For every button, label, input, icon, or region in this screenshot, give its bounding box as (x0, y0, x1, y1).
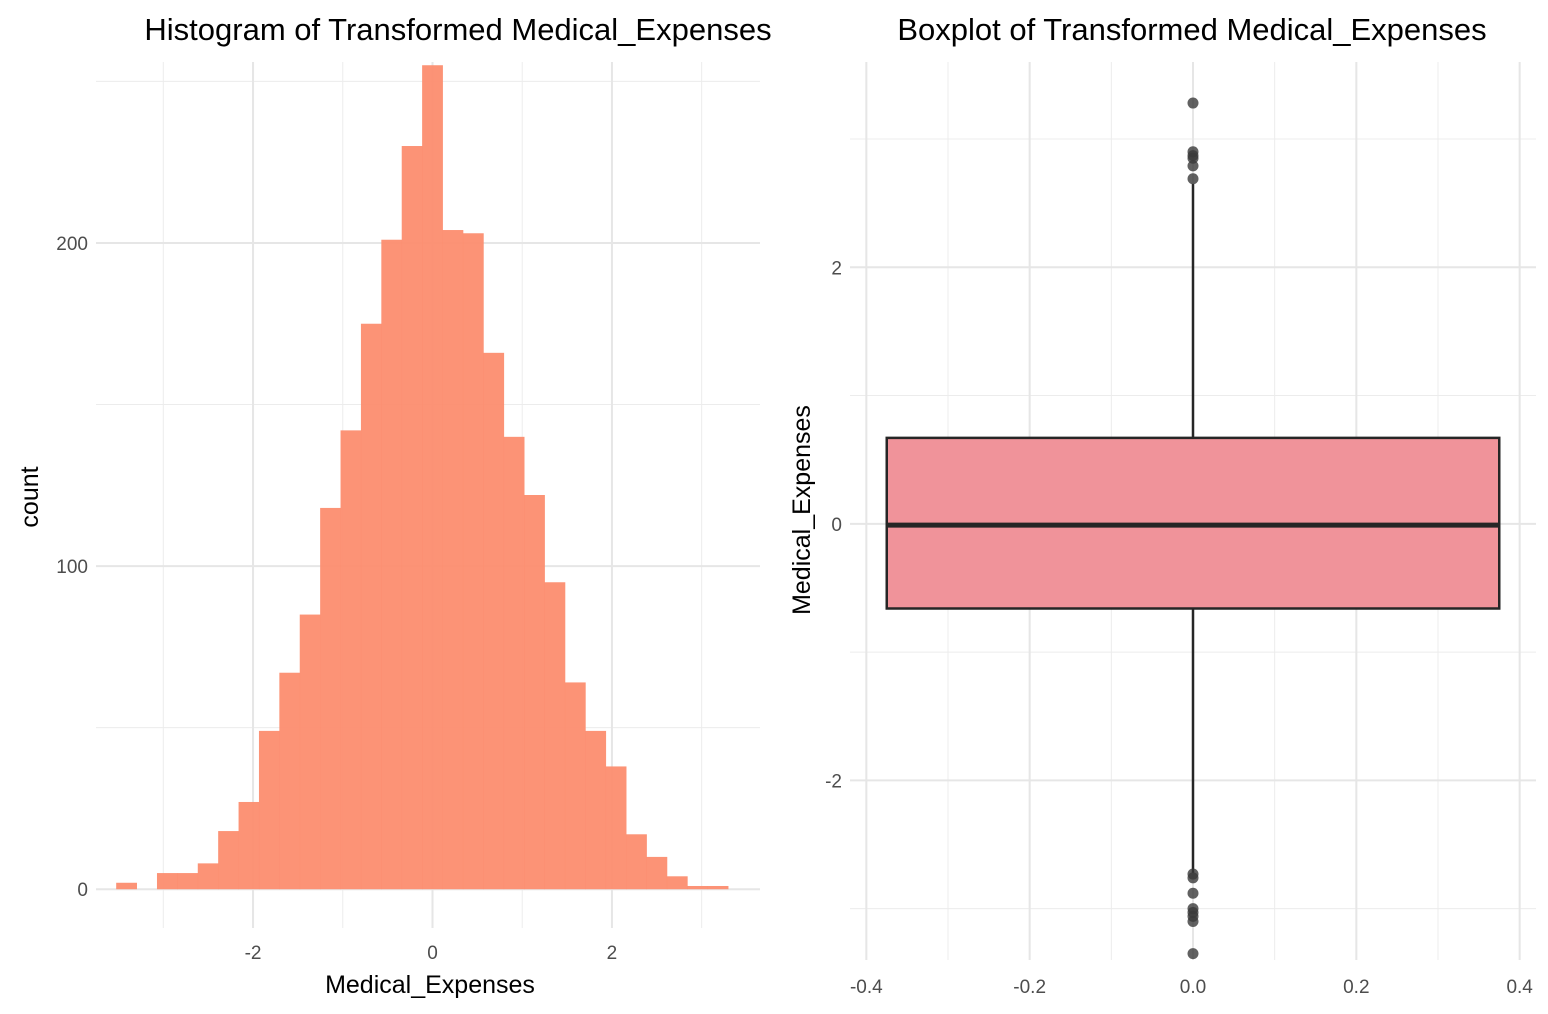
boxplot-title: Boxplot of Transformed Medical_Expenses (897, 12, 1486, 47)
histogram-bar (381, 239, 403, 890)
boxplot-x-tick-label: 0.2 (1343, 977, 1369, 998)
boxplot-y-axis-title: Medical_Expenses (788, 405, 816, 615)
boxplot-y-tick-labels: -2 0 2 (825, 258, 842, 792)
histogram-y-tick-label: 0 (77, 880, 88, 901)
histogram-bar (279, 672, 301, 890)
histogram-bar (320, 507, 341, 890)
boxplot-outlier-point (1187, 160, 1199, 172)
histogram-bar (197, 863, 219, 890)
histogram-x-tick-label: -2 (245, 943, 262, 964)
histogram-x-tick-label: 0 (427, 943, 438, 964)
boxplot-y-tick-label: 0 (831, 515, 842, 536)
histogram-bar (340, 430, 362, 890)
histogram-bar (544, 582, 566, 890)
boxplot-outlier-point (1187, 152, 1199, 164)
histogram-title: Histogram of Transformed Medical_Expense… (144, 12, 771, 47)
histogram-bar (258, 730, 280, 890)
histogram-bar (626, 834, 647, 890)
histogram-bar (605, 766, 627, 890)
boxplot-outlier-point (1187, 948, 1199, 960)
histogram-bar (503, 436, 525, 890)
boxplot-y-tick-label: -2 (825, 771, 842, 792)
histogram-bar (177, 873, 199, 890)
histogram-bar (707, 885, 729, 890)
histogram-bar (422, 65, 443, 890)
histogram-bar (646, 856, 668, 890)
histogram-bar (360, 323, 382, 890)
boxplot-panel: -2 0 2 -0.4 -0.2 0.0 0.2 0.4 Boxplot of Transf… (788, 12, 1536, 998)
histogram-y-tick-label: 100 (56, 557, 88, 578)
histogram-bar (585, 730, 607, 890)
histogram-bar (218, 831, 239, 890)
histogram-bar (442, 230, 464, 890)
histogram-y-axis-title: count (16, 466, 44, 527)
histogram-x-tick-label: 2 (607, 943, 618, 964)
boxplot-outlier-point (1187, 872, 1199, 884)
boxplot-x-tick-label: -0.2 (1013, 977, 1046, 998)
boxplot-x-tick-label: 0.0 (1180, 977, 1206, 998)
histogram-bar (462, 233, 484, 890)
histogram-bar (687, 885, 709, 890)
histogram-bar (564, 682, 586, 890)
boxplot-body (885, 183, 1501, 873)
histogram-bar (483, 352, 505, 890)
boxplot-x-tick-label: -0.4 (850, 977, 883, 998)
boxplot-outlier-point (1187, 916, 1199, 928)
histogram-bar (238, 801, 260, 890)
histogram-bar (116, 882, 137, 890)
boxplot-outliers (1187, 97, 1199, 960)
histogram-x-tick-labels: -2 0 2 (245, 943, 618, 964)
histogram-bar (156, 873, 178, 890)
boxplot-x-tick-label: 0.4 (1506, 977, 1533, 998)
histogram-bar (524, 495, 545, 890)
histogram-bar (666, 876, 688, 890)
histogram-bar (401, 146, 423, 890)
boxplot-outlier-point (1187, 887, 1199, 899)
boxplot-x-tick-labels: -0.4 -0.2 0.0 0.2 0.4 (850, 977, 1533, 998)
boxplot-outlier-point (1187, 173, 1199, 185)
histogram-panel: 0 100 200 -2 0 2 Histogram of Transformed Me… (16, 12, 772, 999)
histogram-y-tick-labels: 0 100 200 (56, 234, 88, 901)
boxplot-outlier-point (1187, 97, 1199, 109)
boxplot-y-tick-label: 2 (831, 258, 842, 279)
histogram-bars (116, 65, 729, 890)
histogram-x-axis-title: Medical_Expenses (325, 971, 535, 999)
histogram-bar (299, 614, 321, 890)
histogram-y-tick-label: 200 (56, 234, 88, 255)
